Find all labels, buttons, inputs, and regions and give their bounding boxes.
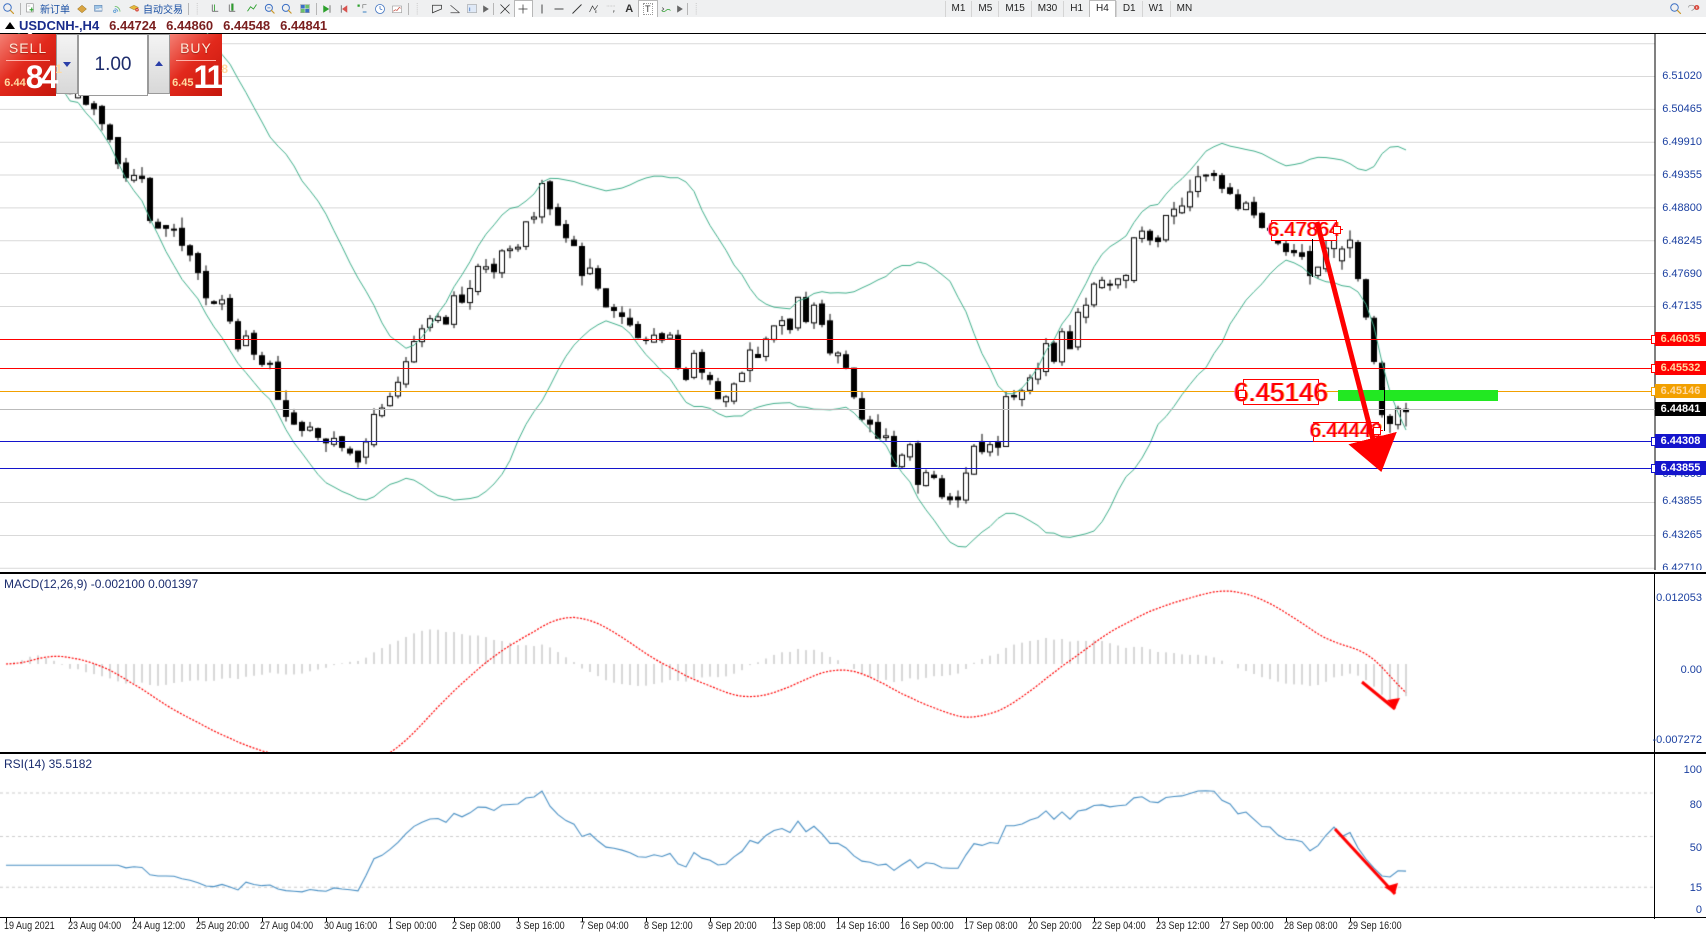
- svg-text:F: F: [613, 9, 616, 13]
- svg-text:E: E: [595, 9, 598, 13]
